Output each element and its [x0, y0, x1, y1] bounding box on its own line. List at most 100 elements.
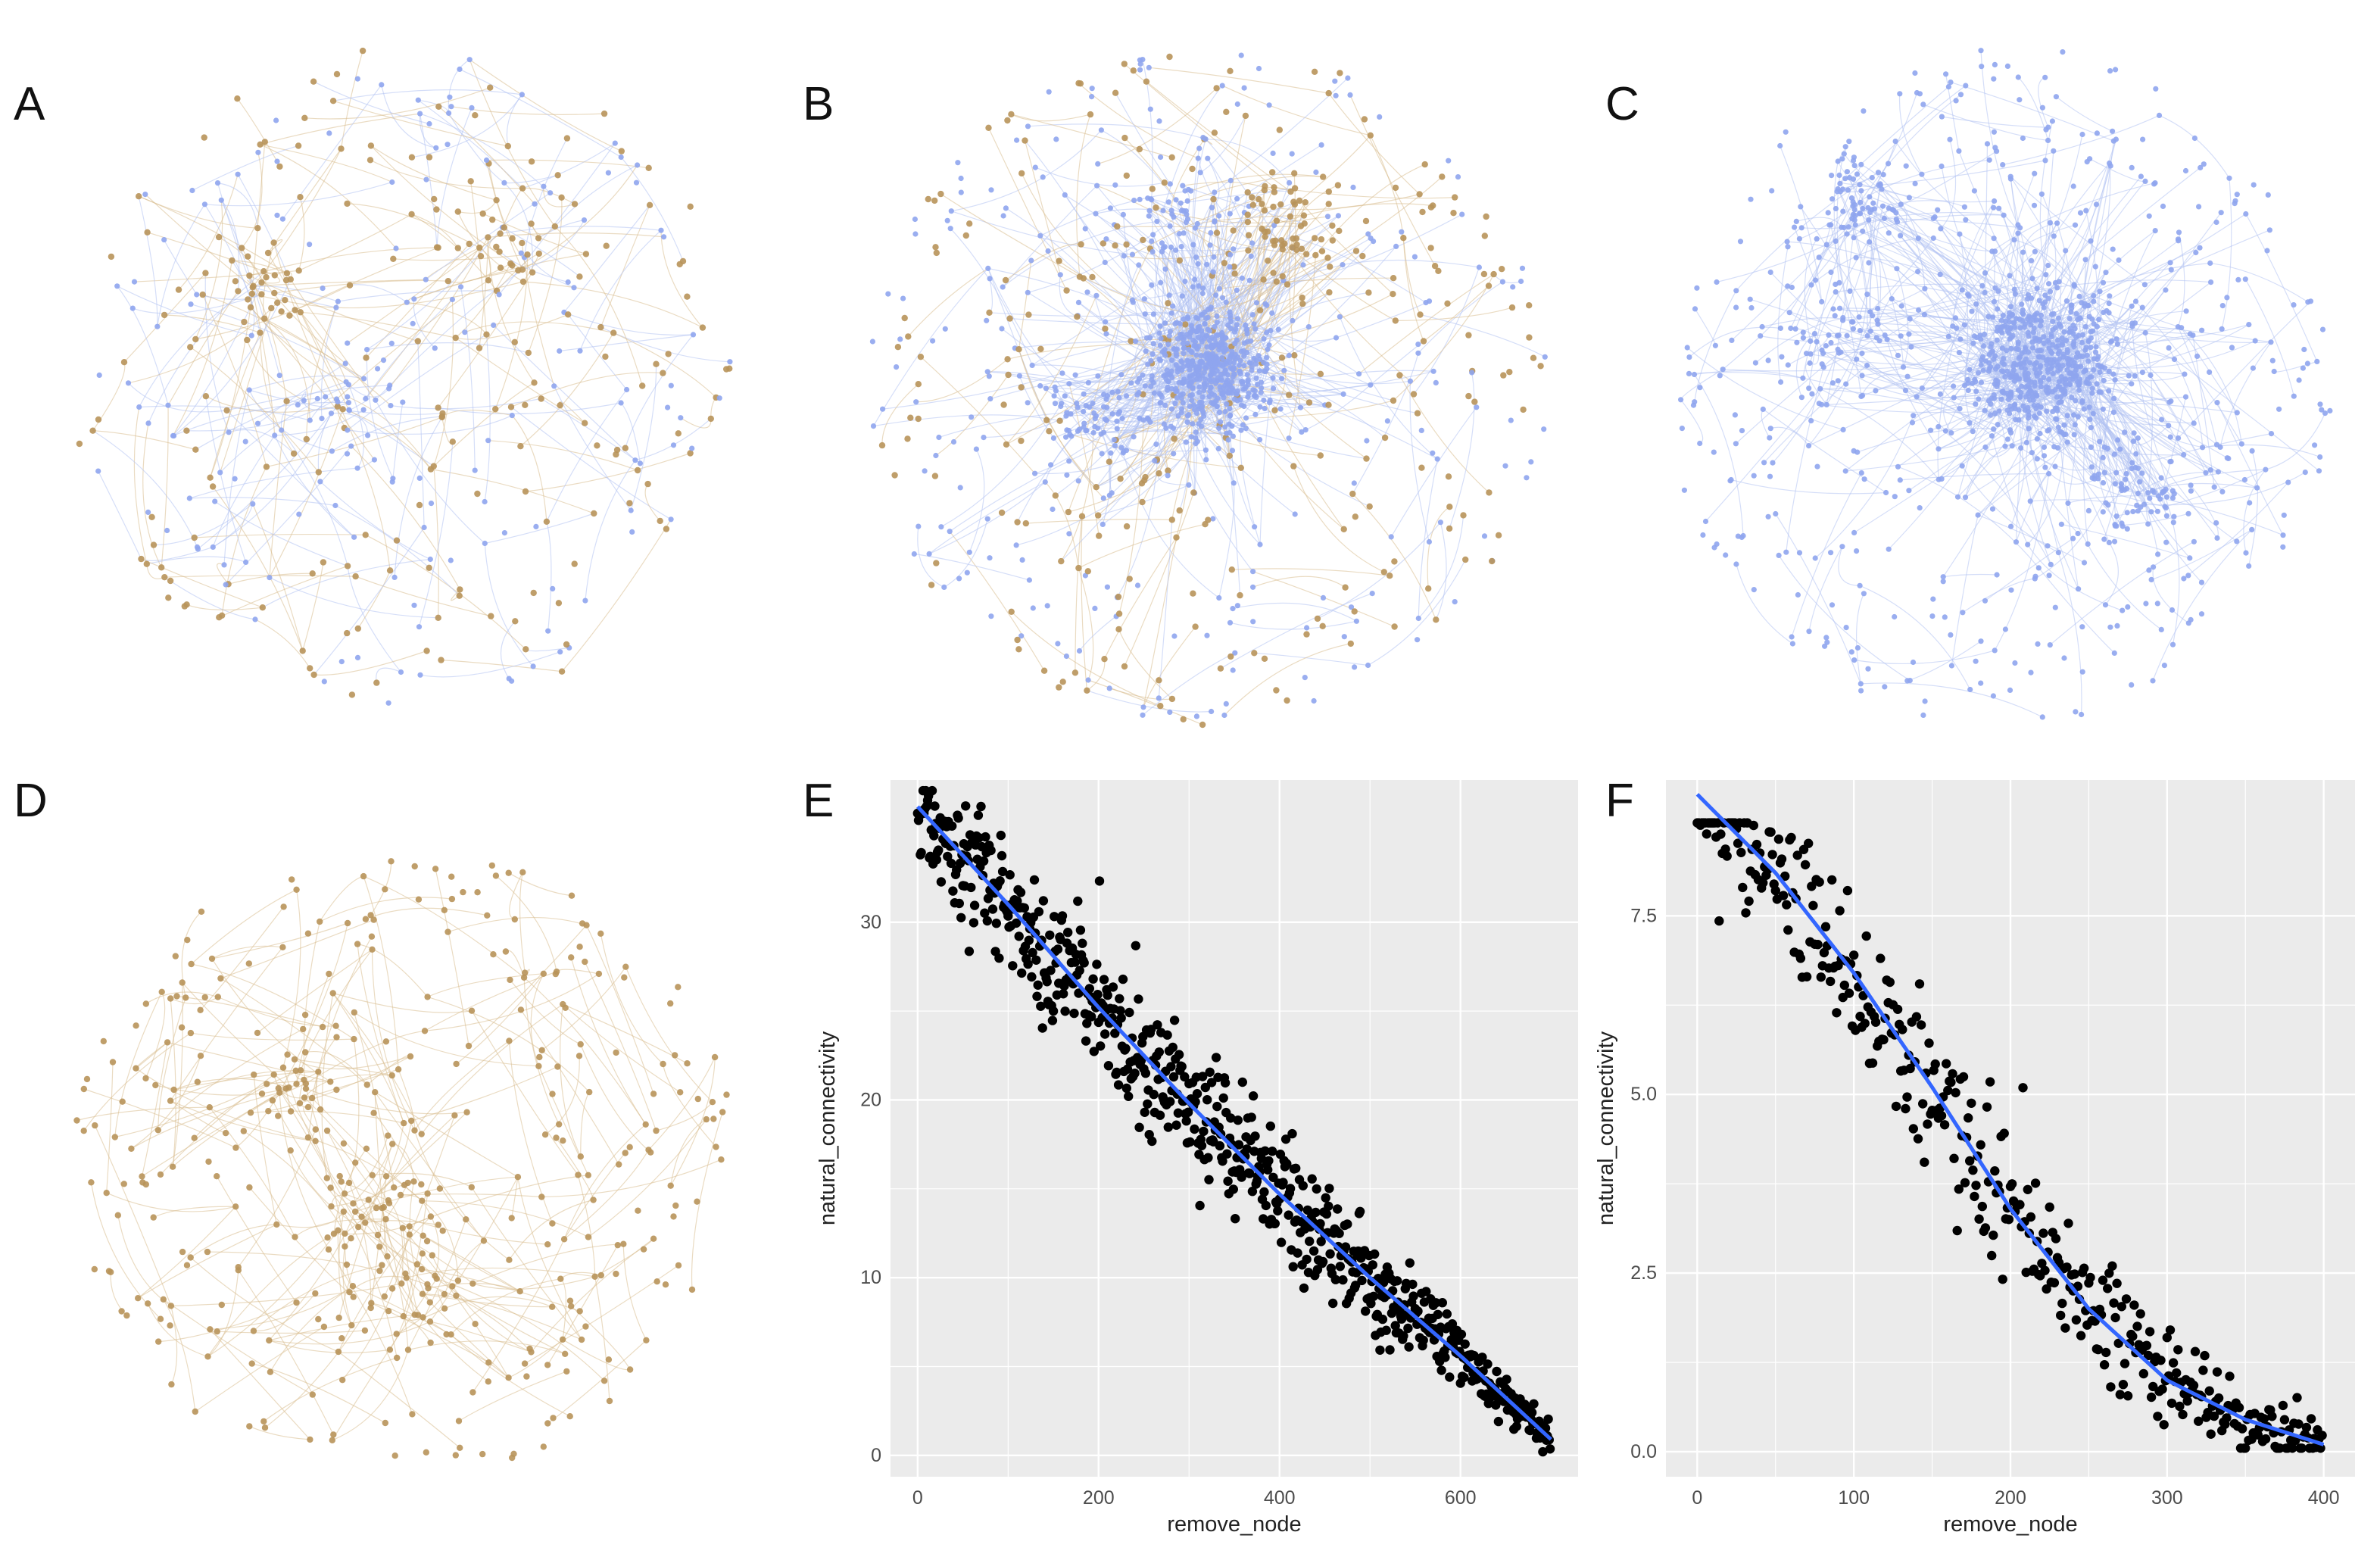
network-node: [295, 267, 302, 274]
network-node: [1004, 356, 1011, 363]
network-node: [352, 573, 359, 580]
network-node: [869, 339, 875, 345]
network-edge: [1224, 643, 1351, 716]
network-node: [1231, 263, 1237, 270]
network-node: [1991, 236, 1997, 242]
network-node: [257, 141, 264, 148]
network-node: [2102, 602, 2109, 608]
network-node: [2159, 490, 2165, 496]
network-node: [1299, 429, 1305, 435]
network-edge: [1940, 139, 1957, 229]
network-node: [1992, 145, 1998, 151]
network-node: [2019, 351, 2025, 357]
network-node: [2004, 390, 2010, 397]
network-node: [1518, 278, 1524, 285]
network-node: [1243, 322, 1249, 328]
network-edge: [249, 375, 364, 391]
network-node: [1290, 317, 1296, 323]
network-node: [2175, 324, 2181, 330]
network-edge: [1299, 200, 1393, 295]
network-edge: [212, 504, 254, 548]
network-edge: [249, 1425, 310, 1440]
network-node: [229, 257, 236, 264]
network-node: [1075, 299, 1082, 305]
network-node: [1890, 207, 1897, 213]
network-node: [1881, 215, 1887, 221]
network-node: [1193, 429, 1199, 435]
network-node: [391, 574, 398, 581]
network-edge: [1402, 238, 1421, 315]
network-edge: [92, 430, 196, 451]
network-node: [1850, 176, 1857, 183]
network-edge: [457, 200, 498, 214]
network-node: [1230, 433, 1236, 439]
network-node: [2007, 427, 2013, 433]
network-node: [1998, 317, 2004, 323]
network-node: [1995, 422, 2001, 428]
network-node: [1176, 379, 1182, 385]
network-node: [2219, 303, 2226, 309]
network-node: [2208, 279, 2214, 286]
network-node: [2091, 367, 2097, 373]
network-node: [2013, 346, 2020, 352]
network-edge: [2089, 158, 2146, 183]
network-node: [1259, 385, 1265, 391]
network-node: [2041, 340, 2047, 346]
network-node: [1168, 406, 1174, 412]
network-node: [1978, 362, 1984, 368]
network-node: [1508, 417, 1514, 423]
network-node: [2012, 324, 2018, 330]
network-node: [216, 614, 223, 621]
network-node: [76, 440, 83, 448]
network-node: [1789, 641, 1795, 647]
network-node: [1900, 364, 1907, 370]
network-node: [2146, 213, 2152, 219]
network-node: [1952, 315, 1959, 321]
network-edge: [511, 415, 547, 522]
network-edge: [1096, 322, 1178, 488]
network-edge: [189, 497, 335, 507]
network-node: [1227, 211, 1233, 217]
network-node: [1093, 211, 1099, 217]
network-node: [2058, 374, 2064, 380]
network-node: [1265, 346, 1271, 352]
network-edge: [147, 232, 276, 276]
network-node: [565, 311, 572, 318]
network-node: [1407, 378, 1413, 384]
network-node: [2088, 444, 2094, 451]
network-edge: [1808, 546, 1843, 632]
network-node: [894, 344, 902, 351]
network-node: [1712, 342, 1718, 348]
network-edge: [274, 435, 354, 538]
network-node: [1502, 463, 1508, 469]
network-node: [1858, 688, 1864, 694]
network-node: [1733, 561, 1739, 567]
network-node: [2168, 267, 2174, 273]
network-edge: [414, 1041, 510, 1131]
network-node: [279, 427, 285, 433]
network-node: [1985, 314, 1992, 320]
network-node: [1147, 419, 1153, 425]
network-node: [2015, 74, 2021, 80]
network-edge: [375, 400, 485, 544]
network-node: [2013, 316, 2019, 322]
network-node: [1984, 141, 1991, 147]
network-node: [509, 413, 515, 419]
network-edge: [295, 247, 438, 310]
network-node: [1324, 214, 1331, 220]
network-node: [2081, 369, 2087, 375]
network-node: [1222, 424, 1228, 430]
network-node: [333, 304, 339, 310]
network-node: [2018, 445, 2024, 451]
network-node: [670, 442, 677, 448]
network-edge: [2056, 407, 2095, 476]
network-node: [1098, 127, 1104, 133]
network-node: [1439, 173, 1446, 180]
network-edge: [1420, 314, 1546, 357]
network-node: [1257, 356, 1263, 363]
network-edge: [2027, 434, 2065, 545]
network-node: [258, 291, 265, 298]
network-node: [423, 647, 430, 654]
network-node: [2075, 413, 2081, 420]
panel-letter-d: D: [14, 775, 48, 827]
